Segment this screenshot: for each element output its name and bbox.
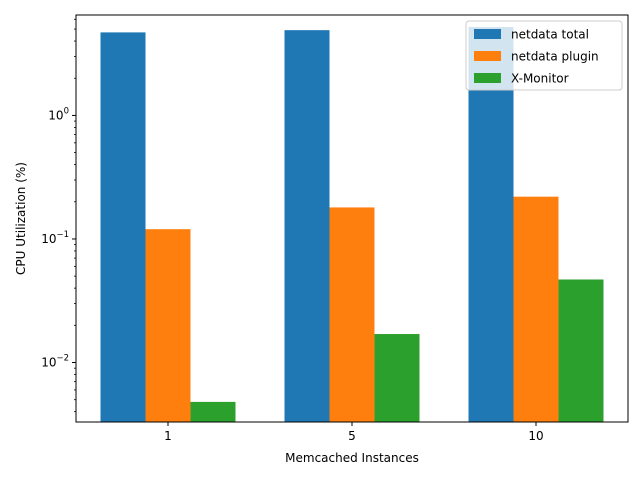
- plot-bars: [100, 26, 604, 423]
- legend-swatch: [474, 73, 501, 83]
- bar-x-monitor-10: [558, 279, 604, 422]
- bar-x-monitor-5: [374, 334, 420, 422]
- y-tick-label: 10−1: [41, 230, 69, 246]
- bar-netdata-plugin-10: [513, 196, 559, 422]
- legend: netdata total netdata plugin X-Monitor: [465, 20, 623, 91]
- y-axis: 10−2 10−1 100: [41, 18, 76, 413]
- legend-swatch: [474, 51, 501, 61]
- bar-netdata-plugin-5: [329, 207, 375, 422]
- y-tick-label: 100: [48, 106, 69, 122]
- x-axis: 1 5 10: [164, 422, 544, 443]
- x-tick-label: 1: [164, 429, 172, 443]
- x-axis-title: Memcached Instances: [285, 451, 419, 465]
- bar-netdata-total-10: [468, 26, 514, 422]
- legend-box: [465, 20, 623, 91]
- x-tick-label: 5: [348, 429, 356, 443]
- plot-frame: [75, 14, 629, 423]
- y-tick-label: 10−2: [41, 354, 69, 370]
- legend-label: netdata total: [511, 28, 589, 42]
- bar-netdata-total-5: [284, 30, 330, 423]
- bar-x-monitor-1: [190, 401, 236, 422]
- x-tick-label: 10: [528, 429, 543, 443]
- legend-label: X-Monitor: [511, 72, 569, 86]
- y-axis-title: CPU Utilization (%): [14, 162, 28, 275]
- bar-netdata-plugin-1: [145, 229, 191, 422]
- legend-label: netdata plugin: [511, 50, 599, 64]
- legend-swatch: [474, 29, 501, 39]
- bar-netdata-total-1: [100, 32, 146, 423]
